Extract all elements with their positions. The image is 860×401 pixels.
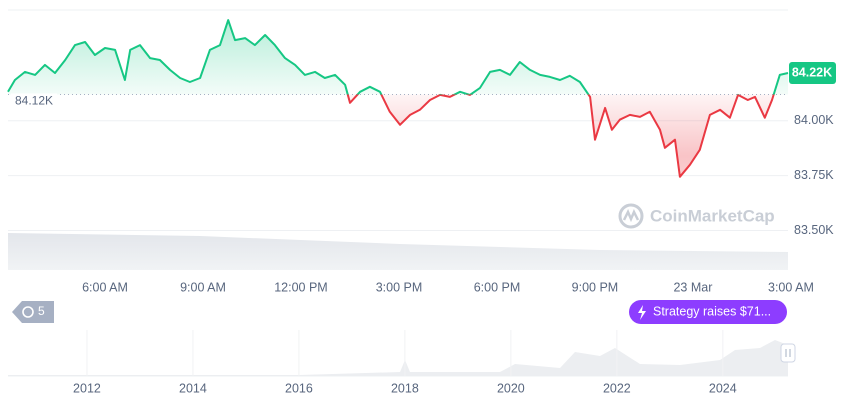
y-tick-label: 83.50K: [794, 223, 834, 237]
watermark: CoinMarketCap: [650, 206, 775, 225]
baseline-label: 84.12K: [15, 94, 53, 108]
last-price-label: 84.22K: [792, 65, 832, 79]
x-tick-label: 9:00 PM: [572, 280, 619, 294]
history-count: 5: [38, 304, 45, 318]
volume-area: [8, 233, 788, 270]
overview-tick-label: 2012: [73, 381, 101, 395]
baseline-label-box: [11, 93, 57, 110]
overview-tick-label: 2016: [285, 381, 313, 395]
overview-tick-label: 2022: [603, 381, 631, 395]
y-tick-label: 83.75K: [794, 168, 834, 182]
x-tick-label: 6:00 PM: [474, 280, 521, 294]
overview-tick-label: 2014: [179, 381, 207, 395]
overview-area: [8, 340, 788, 376]
x-tick-label: 9:00 AM: [180, 280, 226, 294]
price-area: [8, 20, 788, 177]
news-badge[interactable]: Strategy raises $71...: [629, 300, 787, 324]
overview-tick-label: 2020: [497, 381, 525, 395]
x-tick-label: 3:00 PM: [376, 280, 423, 294]
x-tick-label: 23 Mar: [673, 280, 712, 294]
watermark-logo: [618, 203, 644, 229]
price-line: [7, 19, 789, 178]
x-tick-label: 6:00 AM: [82, 280, 128, 294]
y-tick-label: 84.00K: [794, 113, 834, 127]
news-text: Strategy raises $71...: [653, 304, 771, 318]
overview-handle[interactable]: [780, 343, 796, 363]
last-price-box: [789, 61, 836, 84]
history-button[interactable]: 5: [12, 301, 54, 323]
x-tick-label: 12:00 PM: [274, 280, 328, 294]
x-tick-label: 3:00 AM: [768, 280, 814, 294]
overview-tick-label: 2018: [391, 381, 419, 395]
overview-tick-label: 2024: [709, 381, 737, 395]
